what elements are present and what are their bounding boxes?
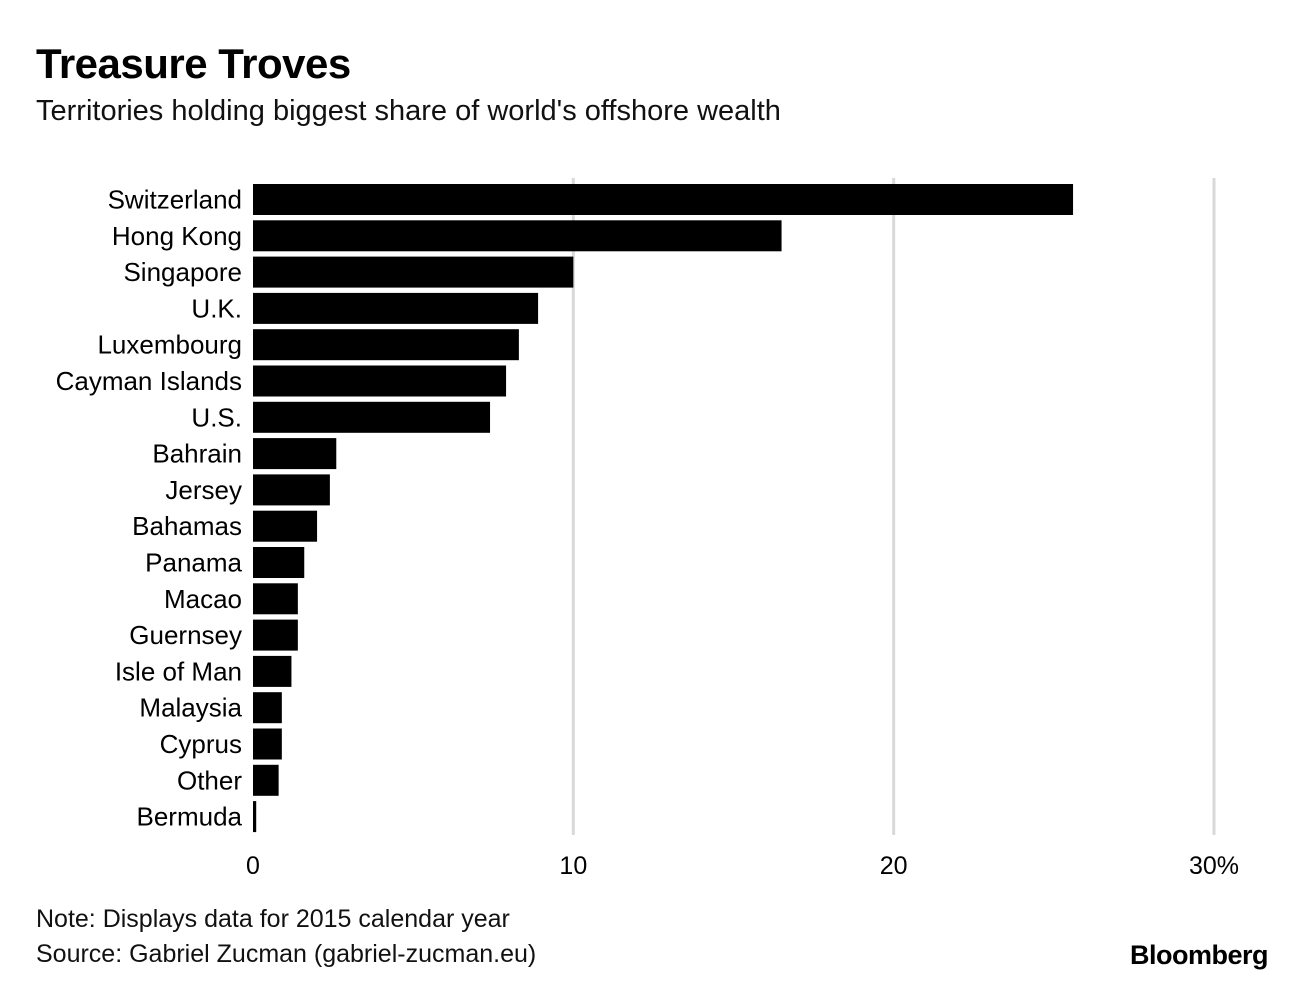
bar-bahamas bbox=[253, 510, 318, 542]
bar-luxembourg bbox=[253, 329, 519, 361]
bloomberg-logo: Bloomberg bbox=[1129, 940, 1269, 970]
bar-u-s bbox=[253, 401, 491, 433]
category-label: Malaysia bbox=[139, 693, 242, 723]
bar-u-k bbox=[253, 292, 539, 324]
category-label: Bahamas bbox=[132, 511, 242, 541]
bar-bahrain bbox=[253, 438, 337, 470]
chart-subtitle: Territories holding biggest share of wor… bbox=[36, 95, 781, 127]
bar-cayman-islands bbox=[253, 365, 507, 397]
category-label: Guernsey bbox=[129, 620, 242, 650]
bar-other bbox=[253, 764, 279, 796]
category-label: Macao bbox=[164, 584, 242, 614]
category-label: Luxembourg bbox=[97, 330, 242, 360]
category-label: Jersey bbox=[165, 475, 242, 505]
bar-malaysia bbox=[253, 692, 282, 724]
bar-guernsey bbox=[253, 619, 298, 651]
category-label: Other bbox=[177, 765, 242, 795]
bar-macao bbox=[253, 583, 298, 615]
category-label: Hong Kong bbox=[112, 221, 242, 251]
source-line: Source: Gabriel Zucman (gabriel-zucman.e… bbox=[36, 940, 537, 968]
bar-cyprus bbox=[253, 728, 282, 760]
x-tick-label: 0 bbox=[246, 852, 260, 880]
bar-chart: Switzerland Hong Kong Singapore U.K. Luxembo… bbox=[56, 178, 1239, 880]
category-label: Isle of Man bbox=[115, 656, 242, 686]
bars-layer bbox=[253, 184, 1074, 833]
bar-isle-of-man bbox=[253, 655, 292, 687]
category-label: Switzerland bbox=[108, 185, 242, 215]
category-label: Cyprus bbox=[160, 729, 242, 759]
x-tick-label: 30% bbox=[1189, 852, 1239, 880]
category-labels: Switzerland Hong Kong Singapore U.K. Luxembo… bbox=[56, 185, 243, 832]
category-label: Cayman Islands bbox=[56, 366, 242, 396]
x-tick-label: 10 bbox=[559, 852, 587, 880]
category-label: U.S. bbox=[191, 402, 242, 432]
category-label: Panama bbox=[145, 548, 242, 578]
bar-jersey bbox=[253, 474, 330, 506]
bar-singapore bbox=[253, 256, 574, 288]
grid-layer bbox=[571, 178, 1216, 835]
bar-switzerland bbox=[253, 184, 1074, 215]
category-label: Bermuda bbox=[137, 802, 243, 832]
x-tick-label: 20 bbox=[880, 852, 908, 880]
bar-hong-kong bbox=[253, 220, 782, 252]
bar-panama bbox=[253, 547, 305, 578]
category-label: Bahrain bbox=[152, 439, 242, 469]
chart-title: Treasure Troves bbox=[36, 40, 351, 87]
bar-bermuda bbox=[253, 801, 257, 833]
x-axis-ticks: 0 10 20 30% bbox=[246, 852, 1239, 880]
category-label: U.K. bbox=[191, 293, 242, 323]
category-label: Singapore bbox=[123, 257, 242, 287]
footnote: Note: Displays data for 2015 calendar ye… bbox=[36, 905, 510, 933]
